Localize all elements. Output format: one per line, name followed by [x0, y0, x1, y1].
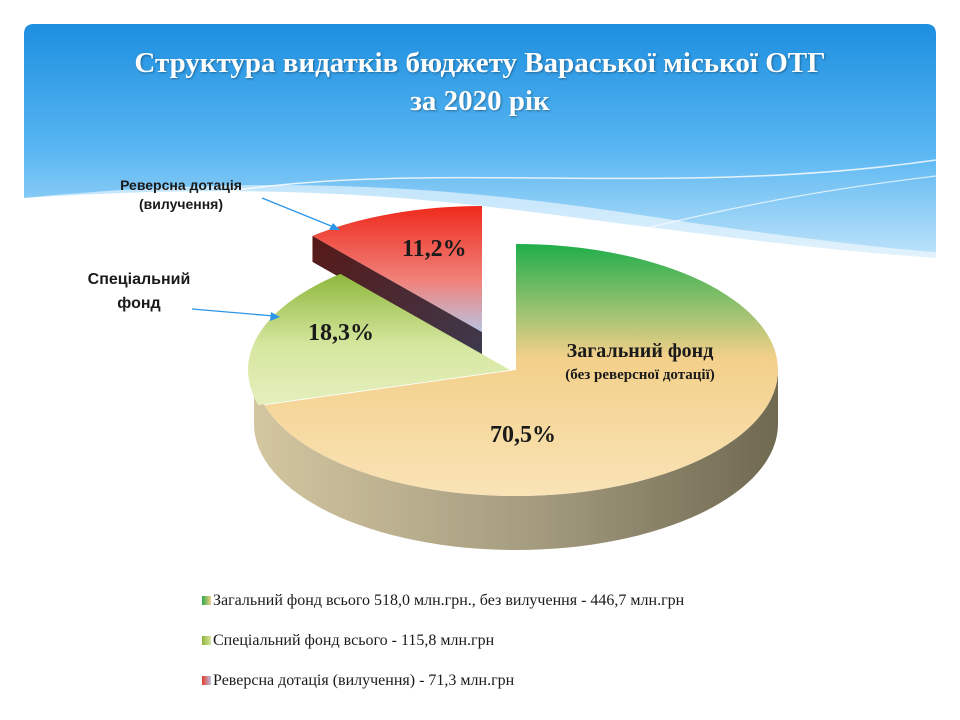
header-swoosh-line: [519, 175, 937, 263]
general-fund-label-name: Загальний фонд: [566, 340, 714, 362]
data-label-reverse: 11,2%: [402, 236, 467, 262]
header-swoosh-line: [199, 159, 937, 197]
pie-depth-side: [254, 370, 778, 550]
special-fund-label-line2: фонд: [117, 295, 161, 312]
general-fund-label-note: (без реверсної дотації): [565, 367, 715, 383]
header-wave: [24, 185, 936, 262]
legend-text-general: Загальний фонд всього 518,0 млн.грн., бе…: [213, 592, 685, 609]
chart-title: Структура видатків бюджету Вараської міс…: [24, 44, 936, 120]
chart-subtitle: за 2020 рік: [410, 85, 550, 117]
reverse-subsidy-label-line2: (вилучення): [138, 196, 224, 212]
legend-text-special: Спеціальний фонд всього - 115,8 млн.грн: [213, 632, 495, 649]
special-label-arrow: [191, 308, 275, 317]
special-fund-label: Спеціальний фонд: [64, 268, 214, 316]
pie-slice-special-fund: [247, 273, 511, 406]
legend-item-general: Загальний фонд всього 518,0 млн.грн., бе…: [198, 590, 898, 612]
pie-slice-general-fund: [264, 244, 779, 497]
legend-item-reverse: Реверсна дотація (вилучення) - 71,3 млн.…: [198, 670, 898, 692]
special-label-arrowhead: [270, 312, 280, 321]
legend-item-special: Спеціальний фонд всього - 115,8 млн.грн: [198, 630, 898, 652]
chart-title-line: Структура видатків бюджету Вараської міс…: [134, 47, 826, 79]
data-label-special: 18,3%: [308, 320, 374, 346]
legend-text-reverse: Реверсна дотація (вилучення) - 71,3 млн.…: [213, 672, 515, 689]
reverse-slice-depth: [312, 206, 482, 358]
reverse-label-arrowhead: [329, 223, 340, 230]
legend-swatch-reverse: [202, 676, 211, 685]
pie-slice-reverse-subsidy: [312, 206, 482, 332]
reverse-subsidy-label-line1: Реверсна дотація: [120, 177, 242, 193]
data-label-general: 70,5%: [490, 422, 556, 448]
legend-swatch-general: [202, 596, 211, 605]
legend: Загальний фонд всього 518,0 млн.грн., бе…: [198, 590, 898, 710]
special-fund-label-line1: Спеціальний: [87, 271, 191, 288]
general-fund-label: Загальний фонд (без реверсної дотації): [520, 338, 760, 386]
legend-swatch-special: [202, 636, 211, 645]
reverse-label-arrow: [261, 197, 337, 229]
header-background: [24, 24, 936, 258]
reverse-subsidy-label: Реверсна дотація (вилучення): [96, 176, 266, 214]
